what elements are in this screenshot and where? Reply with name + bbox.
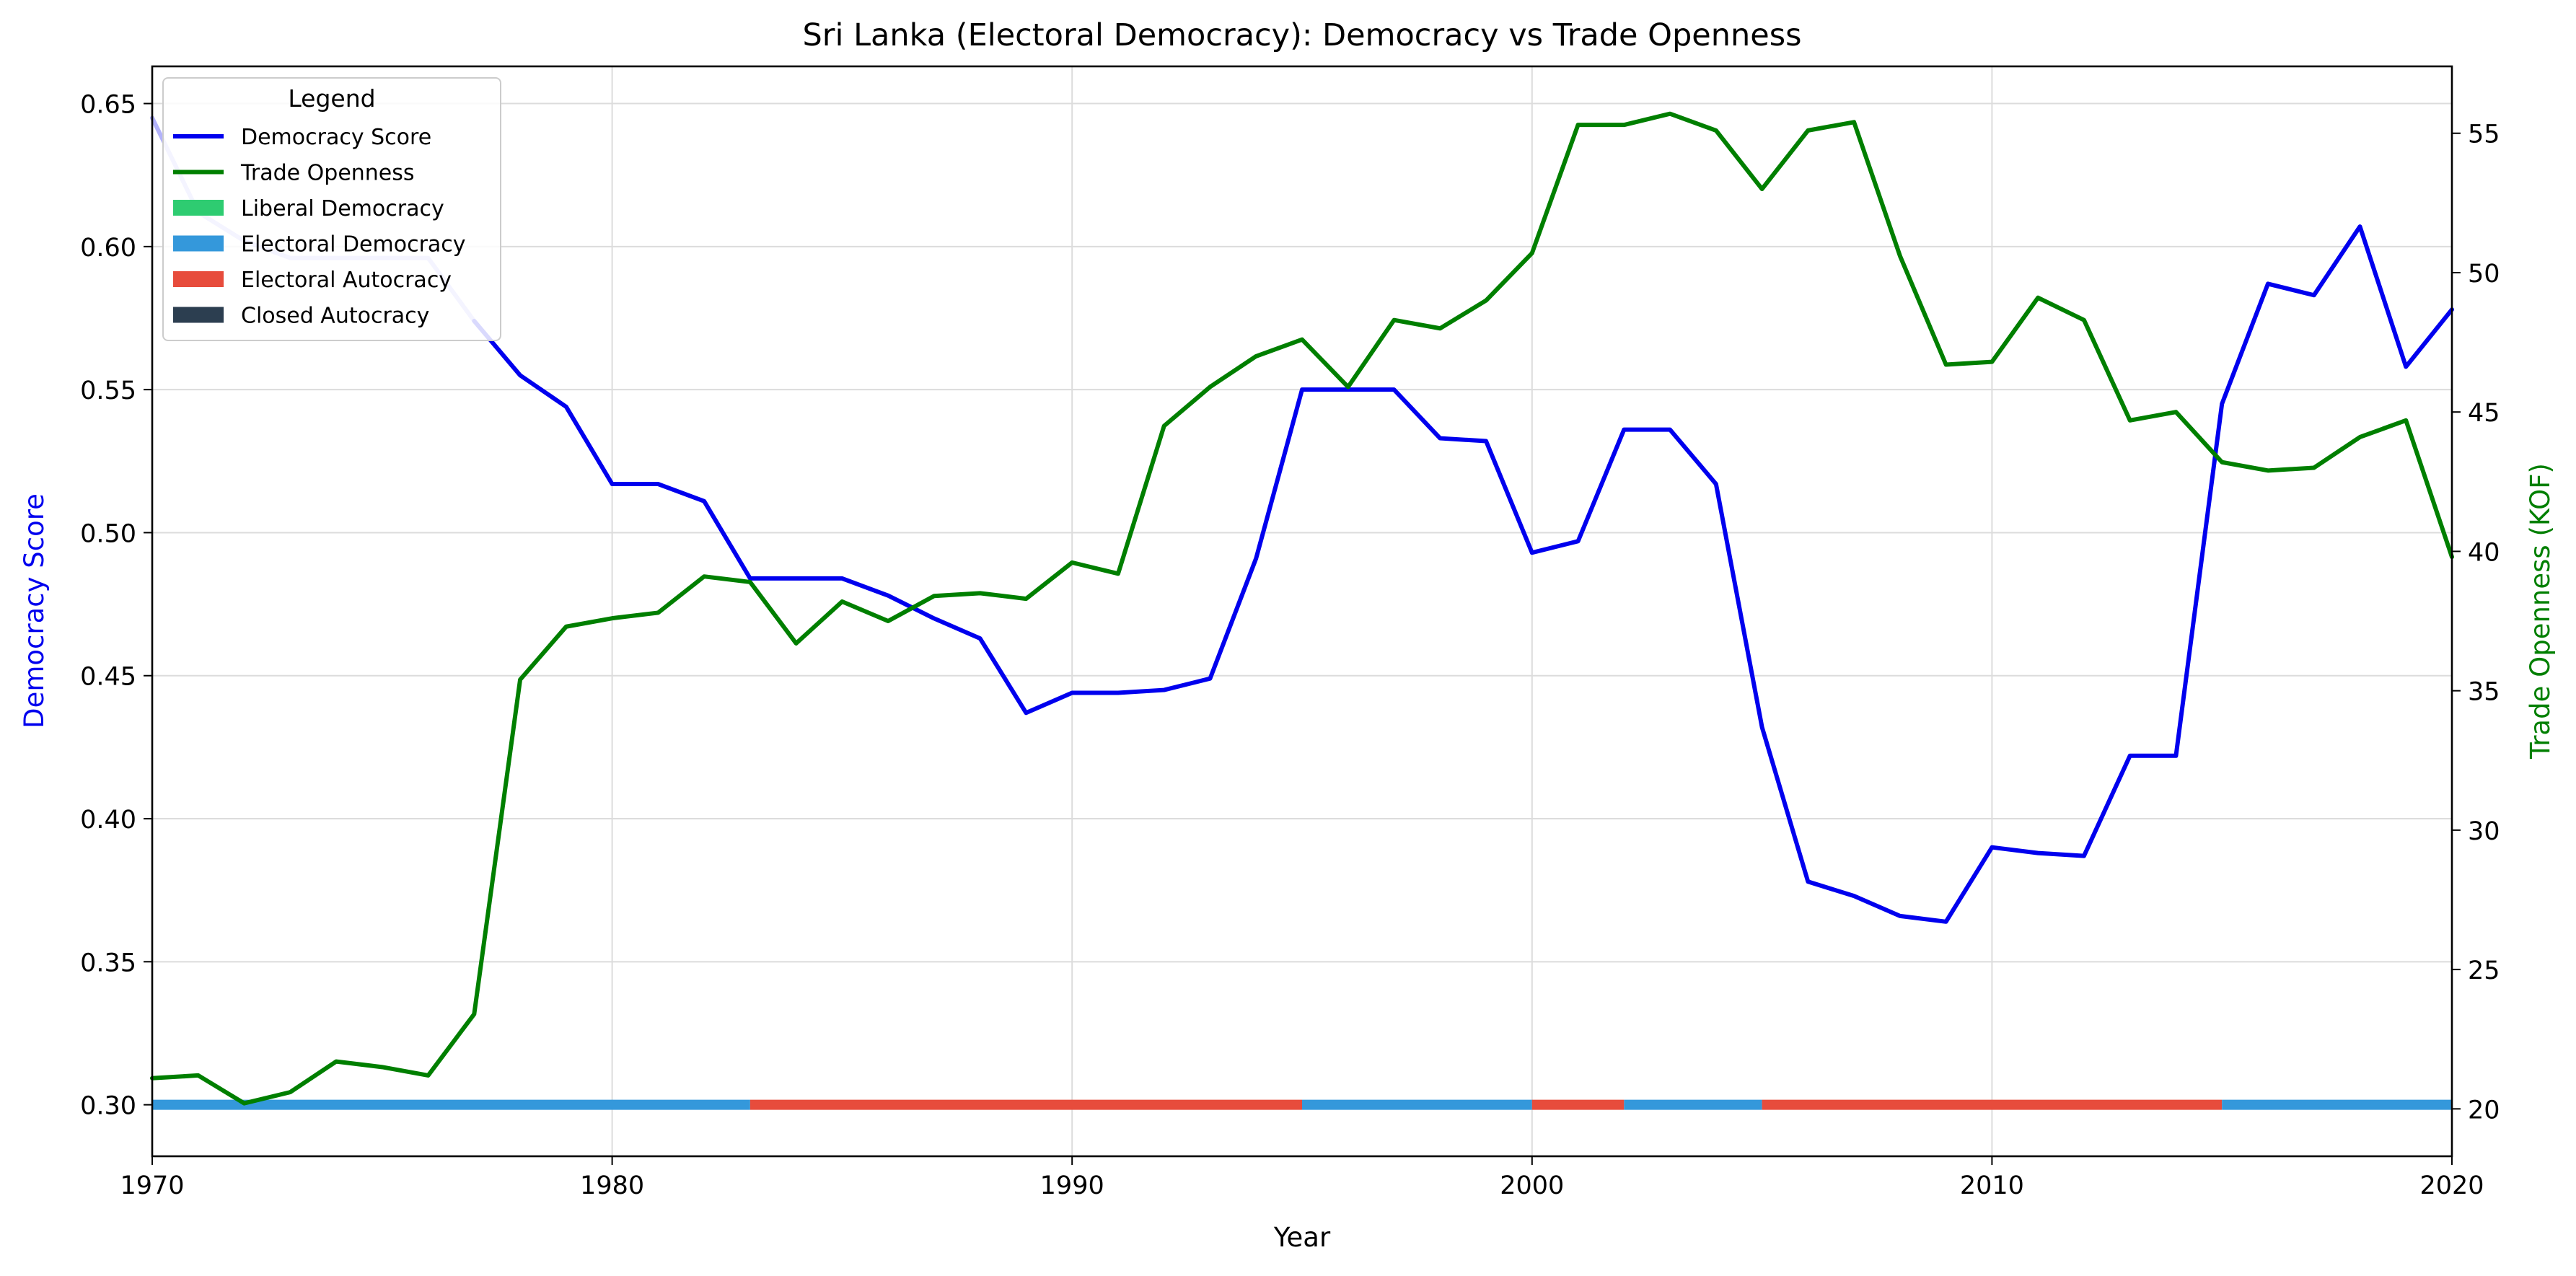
legend-entry-label: Electoral Autocracy [241, 268, 452, 293]
y-right-tick-label: 25 [2468, 956, 2500, 985]
y-left-tick-label: 0.45 [80, 663, 136, 692]
x-tick-label: 1970 [120, 1171, 184, 1200]
legend-patch-swatch [173, 307, 224, 323]
legend-title: Legend [288, 84, 375, 113]
y-left-tick-label: 0.55 [80, 377, 136, 405]
y-left-tick-label: 0.65 [80, 91, 136, 120]
y-right-tick-label: 35 [2468, 678, 2500, 707]
legend-entry-label: Democracy Score [241, 125, 431, 150]
tick-layer: 1970 1980 1990 2000 2010 2020 0.30 0.35 0.40 0.45… [80, 91, 2500, 1200]
x-tick-label: 2010 [1960, 1171, 2024, 1200]
legend-entry-label: Closed Autocracy [241, 304, 429, 329]
y-right-tick-label: 45 [2468, 399, 2500, 428]
legend-patch-swatch [173, 235, 224, 252]
y-left-tick-label: 0.60 [80, 234, 136, 263]
y-axis-label-left: Democracy Score [19, 493, 50, 729]
y-left-tick-label: 0.50 [80, 519, 136, 548]
chart-title: Sri Lanka (Electoral Democracy): Democra… [802, 17, 1801, 53]
legend-box [162, 77, 501, 341]
plot-frame [151, 65, 2453, 1158]
y-left-tick-label: 0.35 [80, 949, 136, 977]
x-axis-label: Year [1273, 1222, 1331, 1253]
y-right-tick-label: 40 [2468, 538, 2500, 567]
y-left-tick-label: 0.40 [80, 806, 136, 835]
legend-patch-swatch [173, 200, 224, 216]
x-tick-label: 2020 [2419, 1171, 2484, 1200]
legend-entry-label: Electoral Democracy [241, 232, 466, 258]
trade-openness-line [150, 111, 2454, 1106]
x-tick-label: 1990 [1040, 1171, 1104, 1200]
democracy-score-line [472, 224, 2454, 924]
x-tick-label: 1980 [580, 1171, 644, 1200]
y-axis-label-right: Trade Openness (KOF) [2525, 463, 2556, 760]
legend: Legend Democracy Score Trade Openness Libe… [162, 77, 501, 341]
y-right-tick-label: 20 [2468, 1096, 2500, 1125]
x-tick-label: 2000 [1500, 1171, 1564, 1200]
y-right-tick-label: 55 [2468, 120, 2500, 149]
y-left-tick-label: 0.30 [80, 1092, 136, 1121]
y-right-tick-label: 30 [2468, 817, 2500, 846]
legend-entry-label: Trade Openness [240, 161, 415, 186]
legend-entries: Democracy Score Trade Openness Liberal Dem… [173, 125, 466, 329]
legend-patch-swatch [173, 271, 224, 287]
legend-entry-label: Liberal Democracy [241, 196, 444, 221]
y-right-tick-label: 50 [2468, 260, 2500, 289]
